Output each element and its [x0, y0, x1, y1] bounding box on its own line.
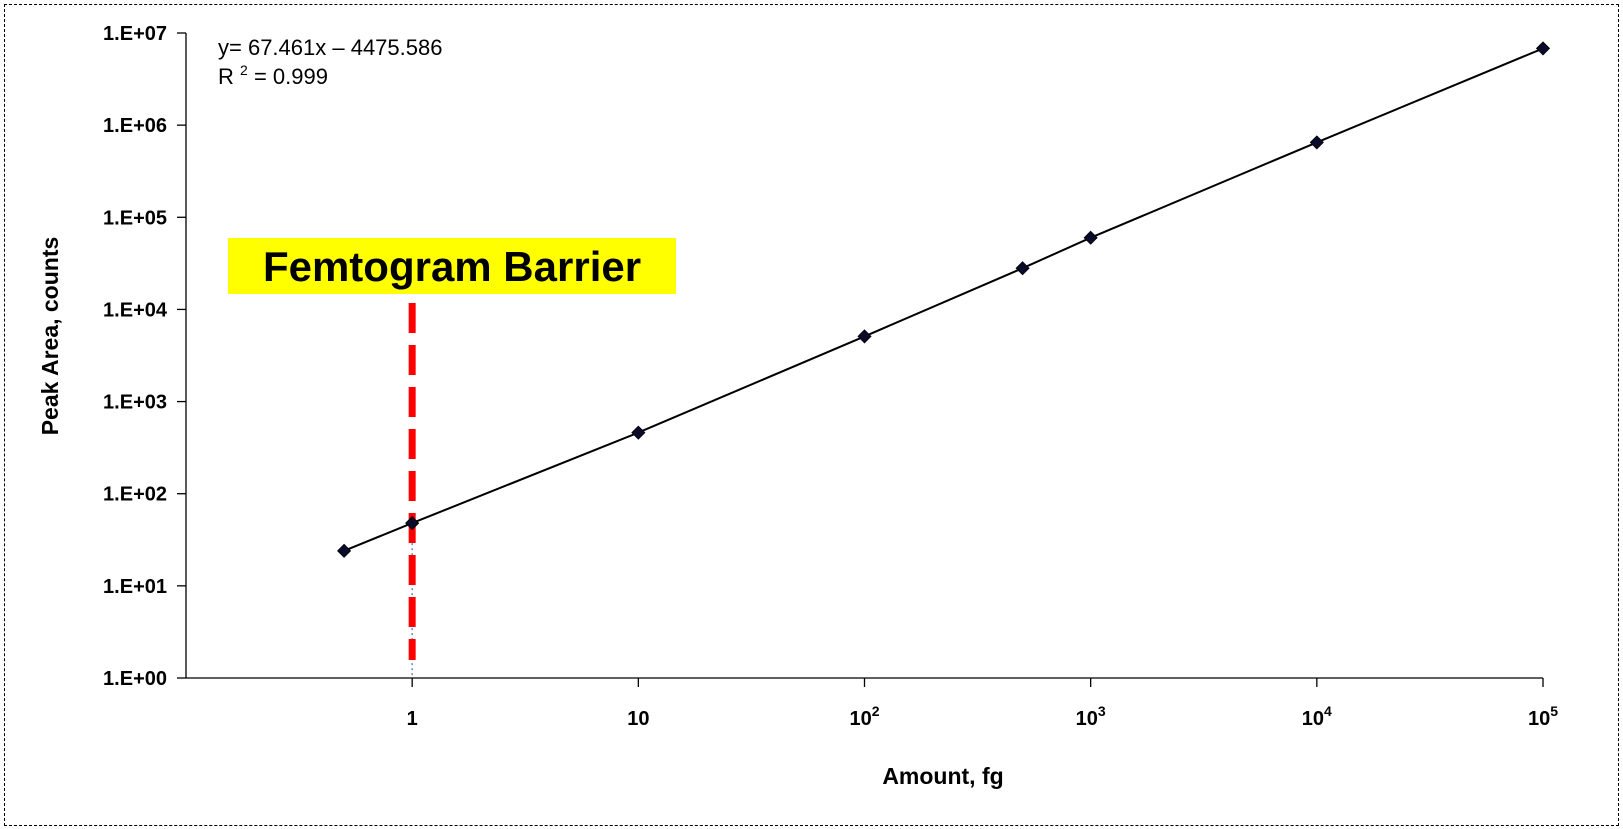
x-tick-label: 102	[849, 703, 879, 730]
annotation-box	[228, 238, 676, 294]
data-point	[405, 516, 420, 531]
data-point	[1083, 230, 1098, 245]
chart-frame	[4, 4, 1619, 826]
y-tick-label: 1.E+04	[103, 299, 168, 321]
data-point	[1535, 41, 1551, 56]
data-point	[857, 329, 872, 344]
data-points	[337, 41, 1551, 558]
r-squared-superscript: 2	[240, 62, 248, 78]
y-tick-label: 1.E+06	[103, 115, 167, 137]
y-tick-label: 1.E+02	[103, 484, 167, 506]
y-tick-label: 1.E+01	[103, 576, 167, 598]
y-tick-label: 1.E+07	[103, 23, 167, 45]
r-squared-value: = 0.999	[254, 64, 328, 89]
y-tick-label: 1.E+05	[103, 207, 167, 229]
x-tick-label: 103	[1076, 703, 1106, 730]
equation-line: y= 67.461x – 4475.586	[218, 35, 442, 60]
x-tick-label: 1	[407, 708, 418, 730]
trendline-group	[343, 47, 1544, 552]
x-tick-label: 10	[627, 708, 649, 730]
x-tick-label: 105	[1528, 703, 1558, 730]
r-squared-line: R 2 = 0.999	[218, 55, 328, 89]
trendline	[343, 47, 1544, 552]
x-axis-title: Amount, fg	[882, 763, 1003, 789]
r-squared-prefix: R	[218, 64, 234, 89]
x-tick-label: 104	[1302, 703, 1332, 730]
data-point	[631, 425, 646, 440]
data-point	[1015, 261, 1030, 276]
regression-equation: y= 67.461x – 4475.586 R 2 = 0.999	[218, 35, 442, 89]
y-axis-title: Peak Area, counts	[37, 237, 63, 436]
y-tick-label: 1.E+00	[103, 668, 167, 690]
femtogram-barrier-annotation: Femtogram Barrier	[228, 238, 676, 294]
data-point	[1309, 135, 1324, 150]
y-ticks: 1.E+00 1.E+01 1.E+02 1.E+03 1.E+04 1.E+05 1.E+…	[103, 23, 186, 690]
annotation-label: Femtogram Barrier	[263, 243, 641, 290]
axes	[185, 33, 1543, 679]
y-tick-label: 1.E+03	[103, 392, 167, 414]
data-point	[337, 543, 352, 558]
x-ticks: 1 10 102 103 104 105	[407, 678, 1558, 730]
